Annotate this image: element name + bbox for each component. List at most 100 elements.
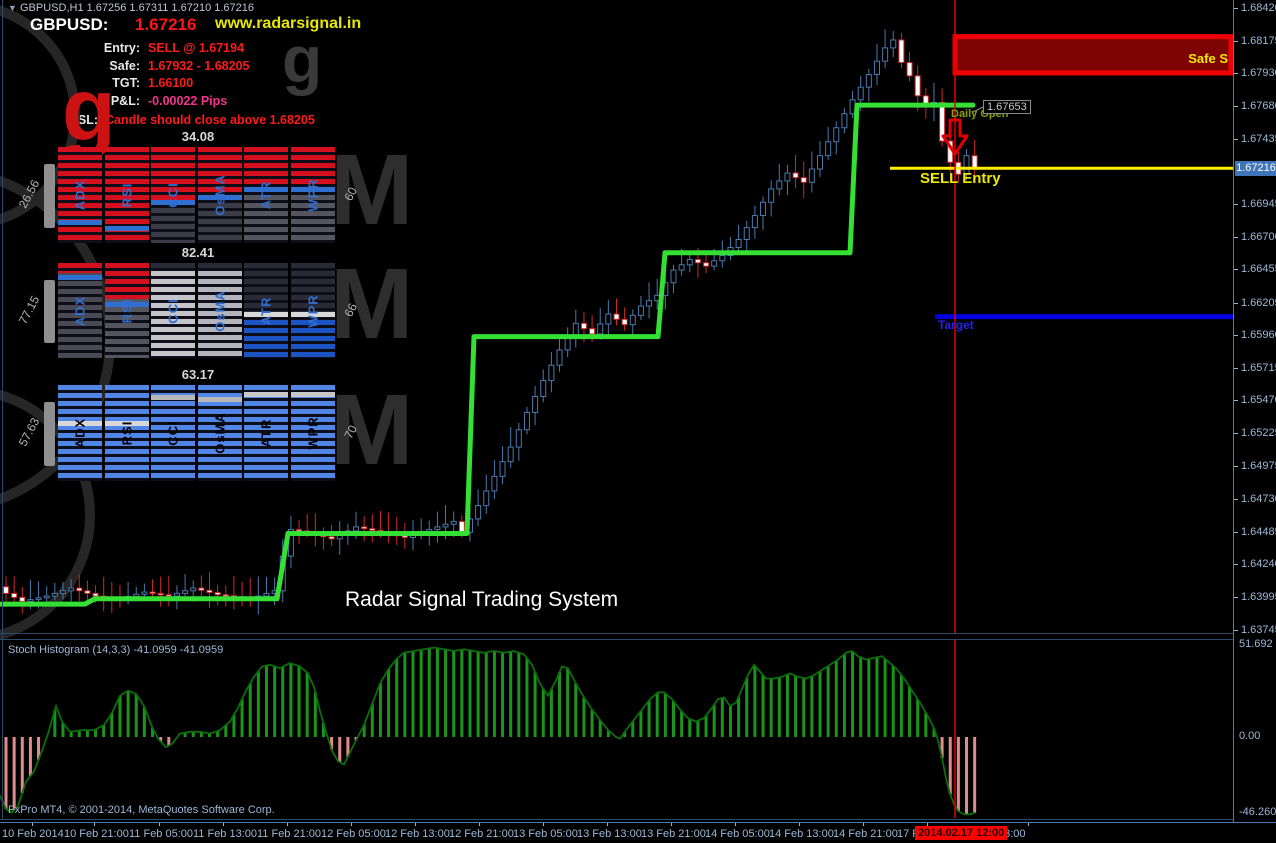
- time-tick: [543, 823, 544, 826]
- bull-candle: [263, 592, 270, 597]
- gauge-column-cci: CCI: [151, 147, 195, 243]
- time-axis-label: 14 Feb 05:00: [705, 828, 770, 840]
- price-axis-label: 1.65715: [1241, 361, 1276, 374]
- sell-arrow-icon: [941, 118, 969, 156]
- gauge-handle[interactable]: [44, 164, 55, 228]
- bull-candle: [51, 592, 58, 597]
- gauge-column-wpr: WPR: [290, 147, 335, 243]
- bull-candle: [637, 305, 644, 316]
- bear-candle: [19, 596, 26, 602]
- bear-candle: [3, 586, 9, 594]
- bear-candle: [898, 39, 905, 64]
- gauge-column-label: OsMA: [212, 174, 227, 216]
- gauge-zone-bottom: [290, 312, 335, 358]
- bull-candle: [190, 587, 197, 592]
- panel-separator-top[interactable]: [0, 633, 1233, 634]
- price-axis-label: 1.66945: [1241, 198, 1276, 211]
- bull-candle: [605, 313, 612, 325]
- gauge-column-wpr: WPR: [290, 385, 335, 481]
- bear-candle: [971, 155, 978, 169]
- bull-candle: [817, 155, 823, 170]
- gauge-column-label: ATR: [258, 418, 274, 448]
- gauge-zone-top: [58, 385, 102, 481]
- candles: [3, 29, 978, 615]
- symbol-dropdown-icon[interactable]: ▼: [8, 3, 17, 13]
- bull-candle: [841, 113, 848, 129]
- gauge-zone-top: [151, 385, 195, 481]
- gauge-column-label: CCI: [165, 420, 181, 446]
- price-axis[interactable]: 1.68420 1.68175 1.67930 1.67680 1.67435 1.669…: [1233, 0, 1276, 822]
- price-axis-label: 1.64730: [1241, 492, 1276, 505]
- bear-candle: [157, 592, 164, 596]
- signal-info-value: 1.66100: [148, 76, 194, 90]
- time-axis-label: 17 F: [897, 828, 920, 840]
- gauge-column-wpr: WPR: [290, 263, 335, 358]
- gauge-zone-bottom: [244, 187, 288, 243]
- gauge-marker: [197, 195, 242, 200]
- symbol-ohlc-text: GBPUSD,H1 1.67256 1.67311 1.67210 1.6721…: [19, 2, 255, 14]
- radar-signal-line: [0, 102, 976, 607]
- gauge-column-label: WPR: [305, 293, 320, 328]
- gauge-marker: [290, 187, 335, 193]
- gauge-column-label: ADX: [72, 417, 88, 449]
- bull-candle: [678, 264, 685, 271]
- price-axis-label: 1.68420: [1241, 2, 1276, 14]
- gauge-zone-top: [290, 263, 335, 313]
- main-price-chart[interactable]: [0, 0, 1233, 633]
- time-axis[interactable]: 10 Feb 2014 10 Feb 21:00 11 Feb 05:00 11 Fe…: [0, 822, 1276, 843]
- bear-candle: [621, 318, 628, 326]
- gauge-handle[interactable]: [44, 280, 55, 343]
- gauge-column-label: RSI: [119, 420, 134, 446]
- gauge-handle[interactable]: [44, 402, 55, 466]
- time-tick: [735, 823, 736, 826]
- daily-open-price-tag[interactable]: 1.67653: [983, 100, 1031, 114]
- price-tick-mark: [1234, 204, 1238, 206]
- gauge-marker: [58, 219, 102, 225]
- price-tick-mark: [1234, 73, 1238, 75]
- gauge-zone-top: [244, 147, 288, 188]
- safe-sell-zone-box[interactable]: [952, 34, 1233, 76]
- time-tick: [1028, 823, 1029, 826]
- watermark-letter: M: [330, 134, 414, 246]
- price-tick-mark: [1234, 40, 1238, 42]
- gauge-zone-top: [197, 263, 242, 271]
- watermark-letter: g: [62, 60, 116, 159]
- bull-candle: [597, 323, 604, 335]
- gauge-marker: [104, 421, 149, 427]
- gauge-marker: [244, 391, 288, 397]
- gauge-marker: [58, 275, 102, 281]
- bull-candle: [890, 39, 897, 49]
- gauge-marker: [104, 301, 149, 307]
- bear-candle: [939, 101, 946, 142]
- bull-candle: [59, 590, 66, 594]
- bull-candle: [670, 269, 677, 284]
- price-axis-label: 1.66455: [1241, 263, 1276, 276]
- bear-candle: [914, 75, 921, 97]
- panel-separator-bottom[interactable]: [0, 639, 1233, 640]
- bull-candle: [768, 188, 775, 203]
- time-axis-label: 13 Feb 13:00: [577, 828, 642, 840]
- gauge-column-cci: CCI: [151, 263, 195, 358]
- watermark-letter: g: [282, 22, 323, 96]
- header-site-link[interactable]: www.radarsignal.in: [215, 15, 362, 32]
- bull-candle: [141, 591, 148, 595]
- bear-candle: [580, 322, 587, 330]
- bull-candle: [523, 411, 530, 431]
- indicator-scale-bottom: -46.2605: [1239, 806, 1276, 818]
- gauge-panel-value: 34.08: [181, 129, 215, 144]
- price-tick-mark: [1234, 302, 1238, 304]
- indicator-scale-zero: 0.00: [1239, 730, 1261, 742]
- bull-candle: [499, 461, 506, 477]
- sl-value: Candle should close above 1.68205: [105, 113, 315, 127]
- bear-candle: [296, 529, 303, 532]
- header-price: 1.67216: [135, 15, 197, 34]
- gauge-column-rsi: RSI: [104, 385, 149, 481]
- bull-candle: [434, 526, 441, 531]
- gauge-column-cci: CCI: [151, 385, 195, 481]
- gauge-column-label: CCI: [165, 182, 181, 208]
- stoch-histogram-chart[interactable]: [0, 640, 1233, 818]
- watermark-letter: M: [330, 248, 414, 360]
- bull-candle: [353, 526, 360, 532]
- gauge-marker: [197, 397, 242, 403]
- bull-candle: [27, 599, 34, 602]
